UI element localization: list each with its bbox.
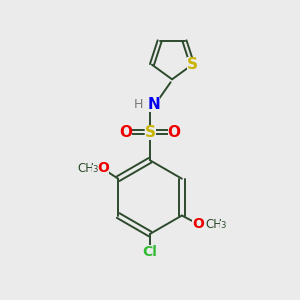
- Text: CH: CH: [78, 162, 95, 175]
- Text: N: N: [147, 97, 160, 112]
- Text: 3: 3: [220, 221, 225, 230]
- Text: S: S: [145, 125, 155, 140]
- Text: CH: CH: [206, 218, 223, 231]
- Text: Cl: Cl: [142, 245, 158, 259]
- Text: 3: 3: [92, 165, 97, 174]
- Text: H: H: [134, 98, 143, 111]
- Text: S: S: [187, 57, 198, 72]
- Text: O: O: [192, 217, 204, 231]
- Text: O: O: [98, 161, 109, 176]
- Text: O: O: [168, 125, 181, 140]
- Text: O: O: [119, 125, 132, 140]
- Text: methoxy: methoxy: [82, 166, 88, 168]
